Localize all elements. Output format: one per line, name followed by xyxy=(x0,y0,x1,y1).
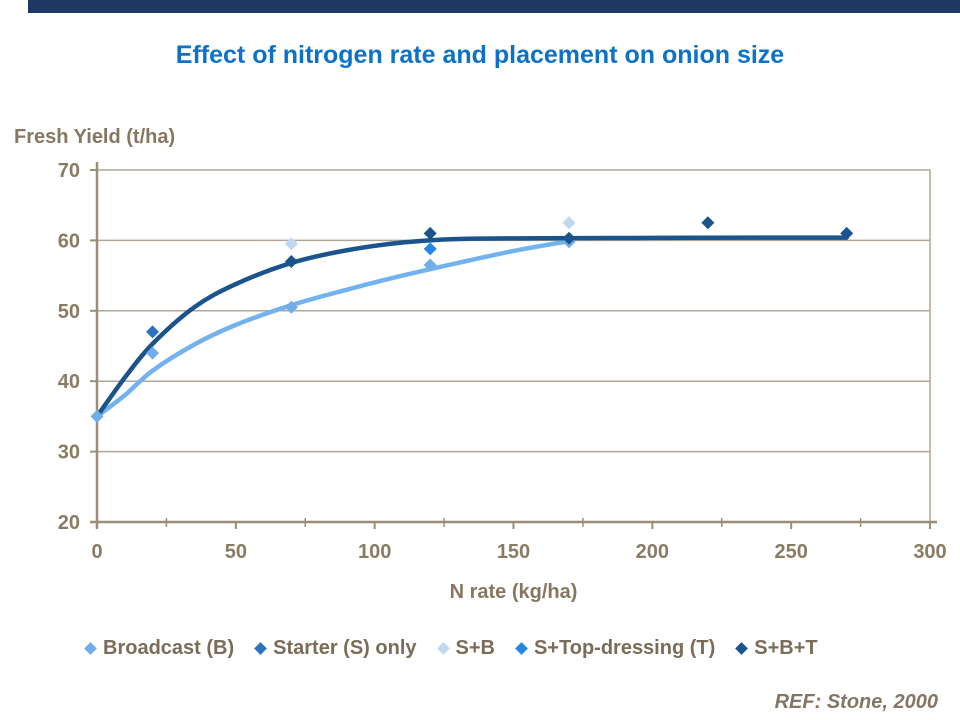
diamond-marker-icon xyxy=(735,642,749,655)
data-point-marker xyxy=(284,237,298,251)
data-point-marker xyxy=(284,300,298,314)
data-point-marker xyxy=(423,226,437,240)
data-point-marker xyxy=(423,258,437,272)
data-point-marker xyxy=(146,325,160,339)
data-point-marker xyxy=(562,216,576,230)
data-point-marker xyxy=(840,226,854,240)
legend-item-label: S+B+T xyxy=(754,637,818,659)
legend-item-label: Starter (S) only xyxy=(273,637,417,659)
y-tick-label: 30 xyxy=(58,442,80,464)
data-point-marker xyxy=(423,242,437,256)
legend-item-label: S+B xyxy=(455,637,495,659)
diamond-marker-icon xyxy=(254,642,268,655)
x-tick-label: 50 xyxy=(225,541,247,563)
x-axis-title: N rate (kg/ha) xyxy=(449,581,578,603)
legend-item-starter-only: Starter (S) only xyxy=(254,637,417,660)
x-tick-label: 250 xyxy=(774,541,807,563)
legend-item-s-plus-b-plus-t: S+B+T xyxy=(735,637,818,660)
x-tick-label: 0 xyxy=(91,541,102,563)
y-tick-label: 60 xyxy=(58,230,80,252)
legend-item-s-plus-b: S+B xyxy=(436,637,495,660)
y-tick-label: 70 xyxy=(58,160,80,182)
data-point-marker xyxy=(562,231,576,245)
data-point-marker xyxy=(90,409,104,423)
legend-item-s-plus-topdressing: S+Top-dressing (T) xyxy=(515,637,716,660)
y-tick-label: 40 xyxy=(58,371,80,393)
diamond-marker-icon xyxy=(436,642,450,655)
data-point-marker xyxy=(284,255,298,269)
y-axis-title: Fresh Yield (t/ha) xyxy=(14,126,176,148)
plot-border xyxy=(96,169,931,523)
x-tick-label: 100 xyxy=(358,541,391,563)
x-tick-label: 300 xyxy=(913,541,946,563)
diamond-marker-icon xyxy=(515,642,528,655)
y-tick-label: 20 xyxy=(58,512,80,534)
data-point-marker xyxy=(701,216,715,230)
page-title: Effect of nitrogen rate and placement on… xyxy=(175,41,785,69)
x-tick-label: 150 xyxy=(497,541,530,563)
y-tick-label: 50 xyxy=(58,301,80,323)
data-point-marker xyxy=(146,346,160,360)
trend-curve xyxy=(94,235,849,419)
diamond-marker-icon xyxy=(84,642,97,655)
x-tick-label: 200 xyxy=(636,541,669,563)
legend-item-label: S+Top-dressing (T) xyxy=(533,637,716,659)
legend-item-broadcast: Broadcast (B) xyxy=(84,637,235,660)
legend-item-label: Broadcast (B) xyxy=(103,637,235,659)
top-accent-bar xyxy=(28,0,960,13)
reference-citation: REF: Stone, 2000 xyxy=(774,691,938,713)
chart-legend: Broadcast (B) Starter (S) only S+B S+Top… xyxy=(84,637,818,660)
